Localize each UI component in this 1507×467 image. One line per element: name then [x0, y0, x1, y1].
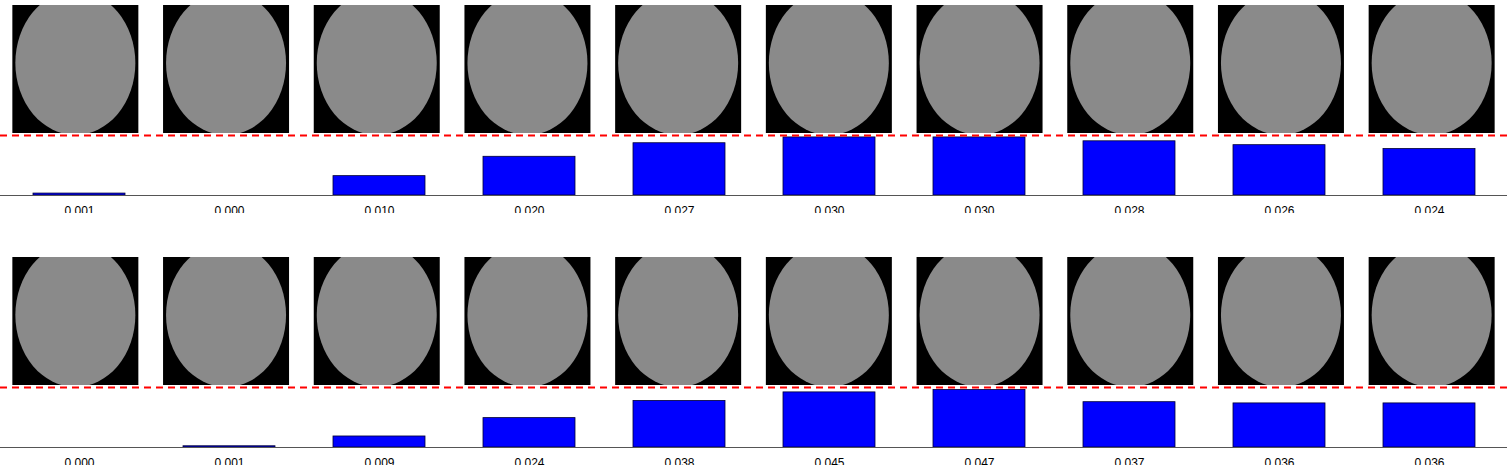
svg-text:0.037: 0.037: [1114, 456, 1144, 465]
svg-text:0.047: 0.047: [964, 456, 994, 465]
svg-text:0.030: 0.030: [964, 204, 994, 213]
svg-text:0.000: 0.000: [64, 456, 94, 465]
svg-text:0.030: 0.030: [814, 204, 844, 213]
svg-text:0.038: 0.038: [664, 456, 694, 465]
svg-text:0.010: 0.010: [364, 204, 394, 213]
svg-text:0.028: 0.028: [1114, 204, 1144, 213]
svg-text:0.001: 0.001: [214, 456, 244, 465]
svg-text:0.045: 0.045: [814, 456, 844, 465]
svg-text:0.009: 0.009: [364, 456, 394, 465]
svg-text:0.020: 0.020: [514, 204, 544, 213]
svg-text:0.036: 0.036: [1414, 456, 1444, 465]
svg-text:0.024: 0.024: [514, 456, 544, 465]
svg-text:0.024: 0.024: [1414, 204, 1444, 213]
svg-text:0.000: 0.000: [214, 204, 244, 213]
svg-text:0.027: 0.027: [664, 204, 694, 213]
svg-text:0.036: 0.036: [1264, 456, 1294, 465]
svg-text:0.026: 0.026: [1264, 204, 1294, 213]
svg-text:0.001: 0.001: [64, 204, 94, 213]
